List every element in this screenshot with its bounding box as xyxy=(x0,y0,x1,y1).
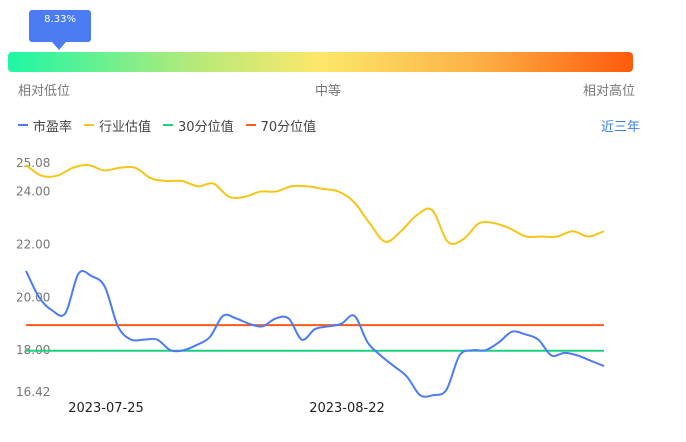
series-line-pe xyxy=(25,270,605,398)
legend-swatch-p70 xyxy=(245,124,256,126)
legend-item-industry[interactable]: 行业估值 xyxy=(84,116,151,135)
legend-label-pe: 市盈率 xyxy=(33,119,73,135)
y-tick-label: 22.00 xyxy=(16,237,50,251)
scale-low-label: 相对低位 xyxy=(18,84,71,99)
percentile-badge: 8.33% xyxy=(29,10,92,50)
legend-swatch-industry xyxy=(84,124,95,126)
y-tick-label: 24.00 xyxy=(16,185,50,199)
legend-item-p70[interactable]: 70分位值 xyxy=(245,116,317,135)
range-selector-three-years[interactable]: 近三年 xyxy=(600,120,640,135)
legend-item-p30[interactable]: 30分位值 xyxy=(163,116,234,135)
y-tick-label: 25.08 xyxy=(16,156,50,170)
x-tick-label: 2023-08-22 xyxy=(309,401,385,416)
legend-label-p70: 70分位值 xyxy=(260,119,317,135)
percentile-value: 8.33% xyxy=(44,14,76,25)
y-tick-label: 20.00 xyxy=(16,290,50,304)
legend-swatch-p30 xyxy=(163,124,174,126)
legend-label-p30: 30分位值 xyxy=(178,119,234,135)
x-tick-label: 2023-07-25 xyxy=(68,401,144,416)
scale-high-label: 相对高位 xyxy=(583,84,636,99)
chart-legend: 市盈率 行业估值 30分位值 70分位值 xyxy=(18,116,328,135)
legend-item-pe[interactable]: 市盈率 xyxy=(18,116,72,135)
legend-label-industry: 行业估值 xyxy=(99,119,152,135)
scale-mid-label: 中等 xyxy=(315,84,342,99)
series-line-industry xyxy=(25,164,605,245)
y-tick-label: 16.42 xyxy=(16,385,50,399)
legend-swatch-pe xyxy=(18,124,28,126)
valuation-gradient-bar xyxy=(8,52,633,72)
